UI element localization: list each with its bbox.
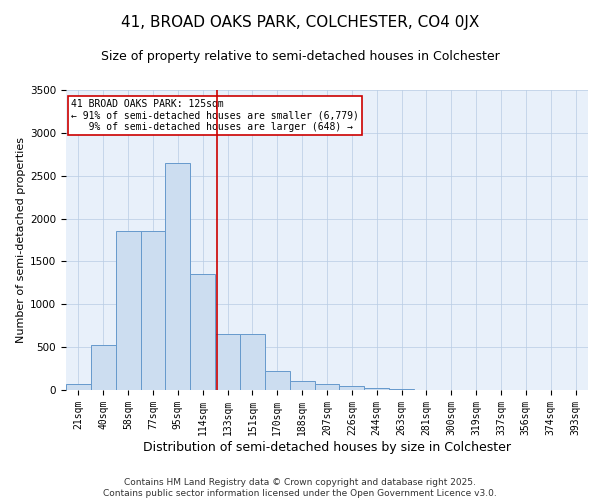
Bar bbox=[240, 334, 265, 390]
Text: 41, BROAD OAKS PARK, COLCHESTER, CO4 0JX: 41, BROAD OAKS PARK, COLCHESTER, CO4 0JX bbox=[121, 15, 479, 30]
Bar bbox=[116, 232, 140, 390]
Bar bbox=[66, 384, 91, 390]
Bar bbox=[290, 380, 314, 390]
Bar bbox=[215, 334, 240, 390]
X-axis label: Distribution of semi-detached houses by size in Colchester: Distribution of semi-detached houses by … bbox=[143, 440, 511, 454]
Bar bbox=[140, 232, 166, 390]
Y-axis label: Number of semi-detached properties: Number of semi-detached properties bbox=[16, 137, 26, 343]
Text: Contains HM Land Registry data © Crown copyright and database right 2025.
Contai: Contains HM Land Registry data © Crown c… bbox=[103, 478, 497, 498]
Bar bbox=[190, 274, 215, 390]
Text: Size of property relative to semi-detached houses in Colchester: Size of property relative to semi-detach… bbox=[101, 50, 499, 63]
Bar bbox=[314, 384, 340, 390]
Bar bbox=[340, 386, 364, 390]
Bar bbox=[91, 344, 116, 390]
Bar bbox=[166, 163, 190, 390]
Text: 41 BROAD OAKS PARK: 125sqm
← 91% of semi-detached houses are smaller (6,779)
   : 41 BROAD OAKS PARK: 125sqm ← 91% of semi… bbox=[71, 99, 359, 132]
Bar bbox=[265, 371, 290, 390]
Bar bbox=[364, 388, 389, 390]
